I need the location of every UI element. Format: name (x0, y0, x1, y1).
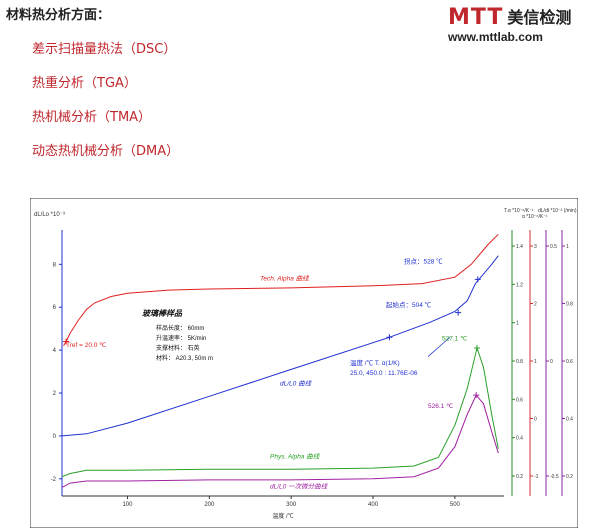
brand-logo: MTT 美信检测 www.mttlab.com (448, 5, 594, 45)
sample-info-row: 升温速率： 5K/min (156, 334, 206, 342)
y-right-tick-label: 1 (516, 321, 519, 327)
y-right-tick-label: 0.2 (516, 474, 523, 480)
midpoint-marker (386, 334, 393, 341)
alpha-readout-line: 25.0, 450.0 : 11.76E-06 (350, 370, 418, 377)
y-left-tick-label: 2 (53, 391, 57, 397)
tref-label: Tref = 20.0 ℃ (66, 342, 107, 349)
y-right-tick-label: -1 (534, 474, 539, 480)
phys-alpha-line (61, 346, 499, 478)
derivative-line (61, 394, 499, 488)
method-item-tma: 热机械分析（TMA） (32, 110, 152, 125)
transition-point-label: 拐点：528 ℃ (404, 256, 443, 265)
y-axis-left-label: dL/Lo *10⁻³ (34, 212, 65, 218)
phys-alpha-label: Phys. Alpha 曲线 (270, 452, 320, 460)
y-right-tick-label: 0.5 (550, 244, 557, 250)
method-item-tga: 热重分析（TGA） (32, 76, 137, 91)
method-list: 差示扫描量热法（DSC） 热重分析（TGA） 热机械分析（TMA） 动态热机械分… (32, 33, 179, 169)
y-right-tick-label: 0 (550, 359, 553, 365)
tech-alpha-label: Tech. Alpha 曲线 (260, 274, 309, 282)
y-right-tick-label: 3 (534, 244, 537, 250)
y-axis-right-label: T.α *10⁻⁶/K⁻¹ (504, 208, 534, 214)
y-right-tick-label: 0.4 (516, 436, 523, 442)
y-left-tick-label: -2 (51, 477, 57, 483)
transition-marker (474, 276, 481, 283)
x-tick-label: 200 (204, 502, 215, 508)
x-tick-label: 400 (368, 502, 379, 508)
sample-title: 玻璃棒样品 (142, 309, 183, 318)
y-left-tick-label: 8 (53, 262, 57, 268)
tech-alpha-line (63, 233, 499, 347)
derivative-label: dL/L0 一次微分曲线 (270, 482, 328, 490)
alpha-readout-leader (427, 336, 451, 357)
alpha-readout-line: 温度 /℃ T. α(1/K) (350, 358, 400, 367)
logo-mark: MTT (448, 5, 504, 30)
dl-label: dL/L0 曲线 (280, 380, 312, 388)
sample-info-row: 样品长度： 60mm (156, 324, 204, 332)
y-right-tick-label: 0.4 (566, 417, 573, 423)
y-right-tick-label: 0 (534, 417, 537, 423)
y-right-tick-label: 0.6 (516, 397, 523, 403)
y-right-tick-label: 1.4 (516, 244, 523, 250)
y-axis-right-label: α *10⁻⁶/K⁻¹ (522, 214, 548, 220)
x-tick-label: 500 (450, 502, 461, 508)
phys-peak-label: 527.1 ℃ (442, 335, 468, 342)
method-item-dma: 动态热机械分析（DMA） (32, 144, 180, 159)
onset-point-label: 起始点：504 ℃ (386, 300, 432, 309)
phys-peak-marker (473, 344, 480, 351)
deriv-peak-marker (473, 392, 480, 399)
y-right-tick-label: 0.8 (566, 302, 573, 308)
y-right-tick-label: 0.6 (566, 359, 573, 365)
y-right-tick-label: -0.5 (550, 474, 559, 480)
onset-marker (455, 309, 462, 316)
y-right-tick-label: 1 (534, 359, 537, 365)
y-left-tick-label: 0 (53, 434, 57, 440)
y-axis-right-label: dL/dt *10⁻³ (/min) (538, 208, 577, 214)
logo-url: www.mttlab.com (448, 30, 543, 44)
x-axis-label: 温度 /℃ (272, 512, 293, 520)
y-right-tick-label: 1 (566, 244, 569, 250)
deriv-peak-label: 526.1 ℃ (428, 403, 454, 410)
y-left-tick-label: 4 (53, 348, 57, 354)
y-right-tick-label: 1.2 (516, 282, 523, 288)
section-heading: 材料热分析方面： (6, 8, 111, 23)
logo-name: 美信检测 (507, 8, 572, 27)
tref-marker (63, 338, 70, 345)
y-right-tick-label: 2 (534, 302, 537, 308)
chart-frame (30, 198, 578, 528)
y-right-tick-label: 0.8 (516, 359, 523, 365)
sample-info-row: 材料： A20.3, 50m m (156, 354, 213, 362)
method-item-dsc: 差示扫描量热法（DSC） (32, 42, 177, 57)
y-left-tick-label: 6 (53, 305, 57, 311)
x-tick-label: 100 (122, 502, 133, 508)
sample-info-row: 支撑材料： 石英 (156, 344, 200, 352)
x-tick-label: 300 (286, 502, 297, 508)
y-right-tick-label: 0.2 (566, 474, 573, 480)
